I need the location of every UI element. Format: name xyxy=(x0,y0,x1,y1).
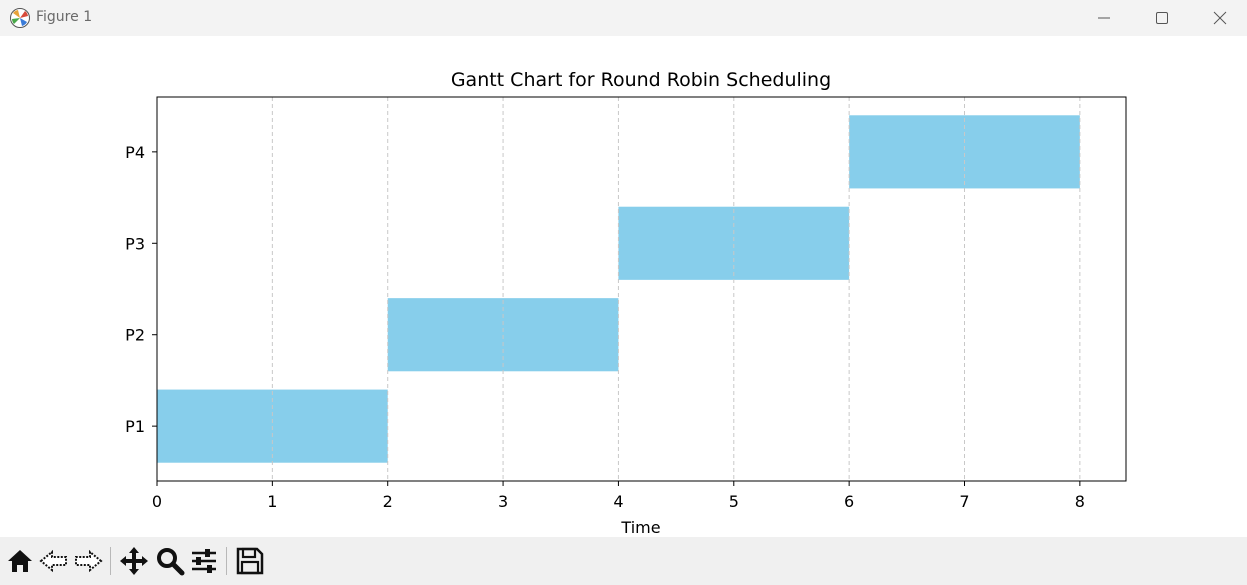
y-tick-label: P2 xyxy=(125,326,145,345)
x-tick-label: 3 xyxy=(498,492,508,511)
x-tick-label: 4 xyxy=(613,492,623,511)
y-tick-label: P3 xyxy=(125,234,145,253)
navigation-toolbar xyxy=(0,537,1247,585)
x-tick-label: 1 xyxy=(267,492,277,511)
forward-button[interactable] xyxy=(72,545,104,577)
figure-canvas: 0 1 2 3 4 5 6 7 8 P1 P2 P3 P4 Gantt Chart for Round … xyxy=(0,36,1247,537)
window-title: Figure 1 xyxy=(36,9,93,25)
save-button[interactable] xyxy=(234,545,266,577)
x-tick-label: 0 xyxy=(152,492,162,511)
close-button[interactable] xyxy=(1191,0,1247,36)
x-axis-label: Time xyxy=(620,518,660,537)
save-icon xyxy=(236,547,264,575)
configure-subplots-icon xyxy=(192,549,216,573)
pan-button[interactable] xyxy=(118,545,150,577)
toolbar-separator xyxy=(110,547,111,575)
back-arrow-icon xyxy=(39,549,67,573)
gantt-chart: 0 1 2 3 4 5 6 7 8 P1 P2 P3 P4 Gantt Chart for Round … xyxy=(125,69,1127,537)
back-button[interactable] xyxy=(38,545,70,577)
x-tick-label: 5 xyxy=(729,492,739,511)
home-button[interactable] xyxy=(4,545,36,577)
forward-arrow-icon xyxy=(75,549,103,573)
title-bar: Figure 1 xyxy=(0,0,1247,36)
y-tick-label: P1 xyxy=(125,417,145,436)
maximize-button[interactable] xyxy=(1133,0,1191,36)
pan-icon xyxy=(120,547,148,575)
home-icon xyxy=(8,550,32,572)
y-tick-label: P4 xyxy=(125,143,145,162)
x-tick-label: 7 xyxy=(959,492,969,511)
minimize-button[interactable] xyxy=(1075,0,1133,36)
minimize-icon xyxy=(1098,17,1110,19)
axes-frame xyxy=(156,96,1127,482)
x-tick-label: 6 xyxy=(844,492,854,511)
chart-title: Gantt Chart for Round Robin Scheduling xyxy=(451,69,831,91)
toolbar-separator xyxy=(226,547,227,575)
matplotlib-icon xyxy=(10,8,30,28)
zoom-button[interactable] xyxy=(154,545,186,577)
configure-subplots-button[interactable] xyxy=(188,545,220,577)
close-icon xyxy=(1213,11,1227,25)
x-tick-label: 2 xyxy=(383,492,393,511)
x-tick-label: 8 xyxy=(1075,492,1085,511)
maximize-icon xyxy=(1156,12,1168,24)
zoom-icon xyxy=(157,548,185,576)
